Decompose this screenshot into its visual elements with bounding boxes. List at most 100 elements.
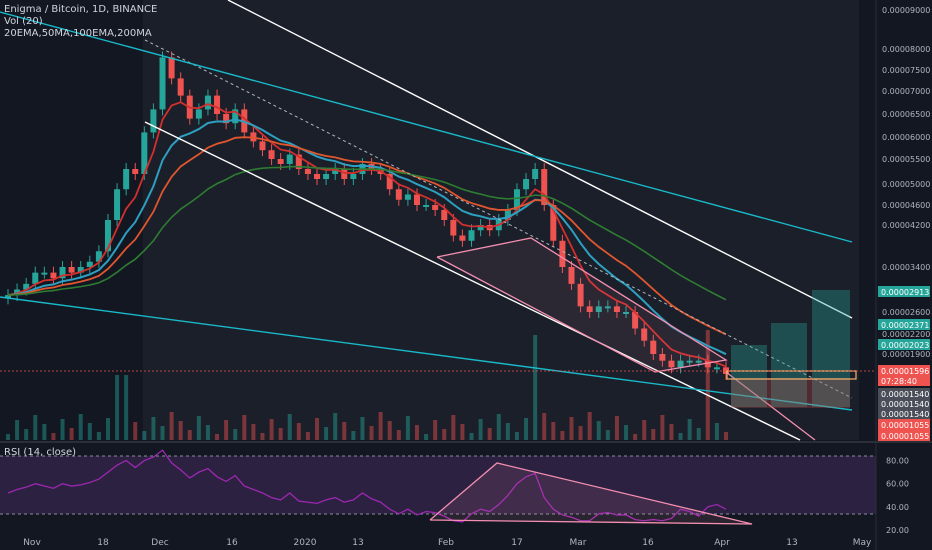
candle-body: [695, 360, 702, 363]
candle-body: [713, 367, 720, 370]
price-tag-bg: [878, 365, 930, 376]
candle-body: [550, 205, 557, 241]
volume-bar: [569, 417, 574, 440]
candle-body: [386, 174, 393, 190]
x-tick-label: Apr: [714, 538, 730, 548]
volume-bar: [224, 420, 229, 440]
x-tick-label: Mar: [570, 538, 587, 548]
volume-bar: [705, 330, 710, 440]
candle-body: [114, 189, 121, 220]
candle-body: [277, 159, 284, 164]
y-tick-label: 0.00006000: [882, 133, 930, 142]
volume-bar: [96, 432, 101, 440]
candle-body: [704, 360, 711, 368]
candle-body: [32, 272, 39, 284]
candle-body: [150, 109, 157, 133]
ma200-line: [7, 165, 727, 301]
candle-body: [586, 306, 593, 312]
price-tag-bg: [878, 419, 930, 430]
volume-bar: [242, 415, 247, 440]
volume-bar: [551, 422, 556, 440]
volume-bar: [78, 414, 83, 440]
volume-bar: [315, 418, 320, 440]
candle-body: [423, 205, 430, 207]
candle-body: [595, 306, 602, 312]
volume-bar: [233, 429, 238, 440]
y-tick-label: 0.00004600: [882, 201, 930, 210]
candle-body: [59, 267, 66, 279]
volume-bar: [51, 433, 56, 440]
candle-body: [104, 220, 111, 252]
volume-bar: [24, 429, 29, 440]
volume-bar: [578, 426, 583, 440]
candle-body: [50, 272, 57, 279]
candle-body: [204, 95, 211, 110]
candle-body: [541, 169, 548, 205]
candle-body: [532, 169, 539, 179]
volume-bar: [614, 416, 619, 440]
volume-bar: [151, 417, 156, 440]
candle-body: [5, 295, 11, 299]
candle-body: [214, 95, 221, 114]
volume-bar: [260, 433, 265, 440]
price-tag-bg: [878, 319, 930, 330]
x-tick-label: May: [853, 538, 872, 548]
volume-bar: [15, 420, 20, 440]
x-tick-label: 2020: [294, 538, 317, 548]
rsi-tick-label: 20.00: [886, 526, 909, 535]
channel-mid: [144, 39, 853, 399]
volume-bar: [160, 426, 165, 440]
candle-body: [668, 360, 675, 368]
candle-body: [177, 78, 184, 96]
candle-body: [504, 210, 511, 220]
volume-bar: [60, 419, 65, 440]
rsi-band: [0, 456, 876, 514]
volume-bar: [324, 427, 329, 440]
candle-body: [650, 340, 657, 354]
volume-bar: [105, 418, 110, 440]
rsi-triangle: [429, 462, 753, 525]
volume-bar: [187, 430, 192, 440]
candle-body: [686, 360, 693, 363]
volume-bar: [124, 375, 129, 440]
y-tick-label: 0.00003400: [882, 263, 930, 272]
volume-bar: [287, 414, 292, 440]
y-tick-label: 0.00007000: [882, 87, 930, 96]
y-tick-label: 0.00002600: [882, 308, 930, 317]
volume-bar: [269, 419, 274, 440]
volume-bar: [651, 429, 656, 440]
candle-body: [95, 251, 102, 262]
candle-body: [77, 267, 84, 273]
candle-body: [295, 154, 302, 169]
y-tick-label: 0.00008000: [882, 45, 930, 54]
price-tag-label: 0.00002913: [881, 288, 929, 297]
price-tag-label: 0.00001055: [881, 421, 929, 430]
volume-bar: [460, 424, 465, 440]
volume-bar: [360, 417, 365, 440]
candle-body: [259, 141, 266, 151]
rsi-line: [7, 449, 727, 523]
rsi-tick-label: 80.00: [886, 457, 909, 466]
target-box-1: [731, 345, 767, 407]
volume-bar: [514, 432, 519, 440]
candle-body: [323, 174, 330, 179]
candle-body: [350, 174, 357, 179]
candle-body: [86, 261, 93, 267]
volume-bar: [478, 419, 483, 440]
candle-body: [523, 179, 530, 190]
candle-body: [159, 57, 166, 110]
y-tick-label: 0.00002200: [882, 330, 930, 339]
candle-body: [723, 367, 729, 374]
price-tag-bg: [878, 339, 930, 350]
volume-bar: [33, 415, 38, 440]
candle-body: [268, 150, 275, 159]
candle-body: [123, 169, 130, 190]
candle-body: [341, 169, 348, 179]
x-tick-label: 16: [642, 538, 654, 548]
price-tag-bg: [878, 398, 930, 409]
volume-bar: [133, 422, 138, 440]
ma50-line: [7, 118, 727, 356]
volume-bar: [69, 428, 74, 440]
